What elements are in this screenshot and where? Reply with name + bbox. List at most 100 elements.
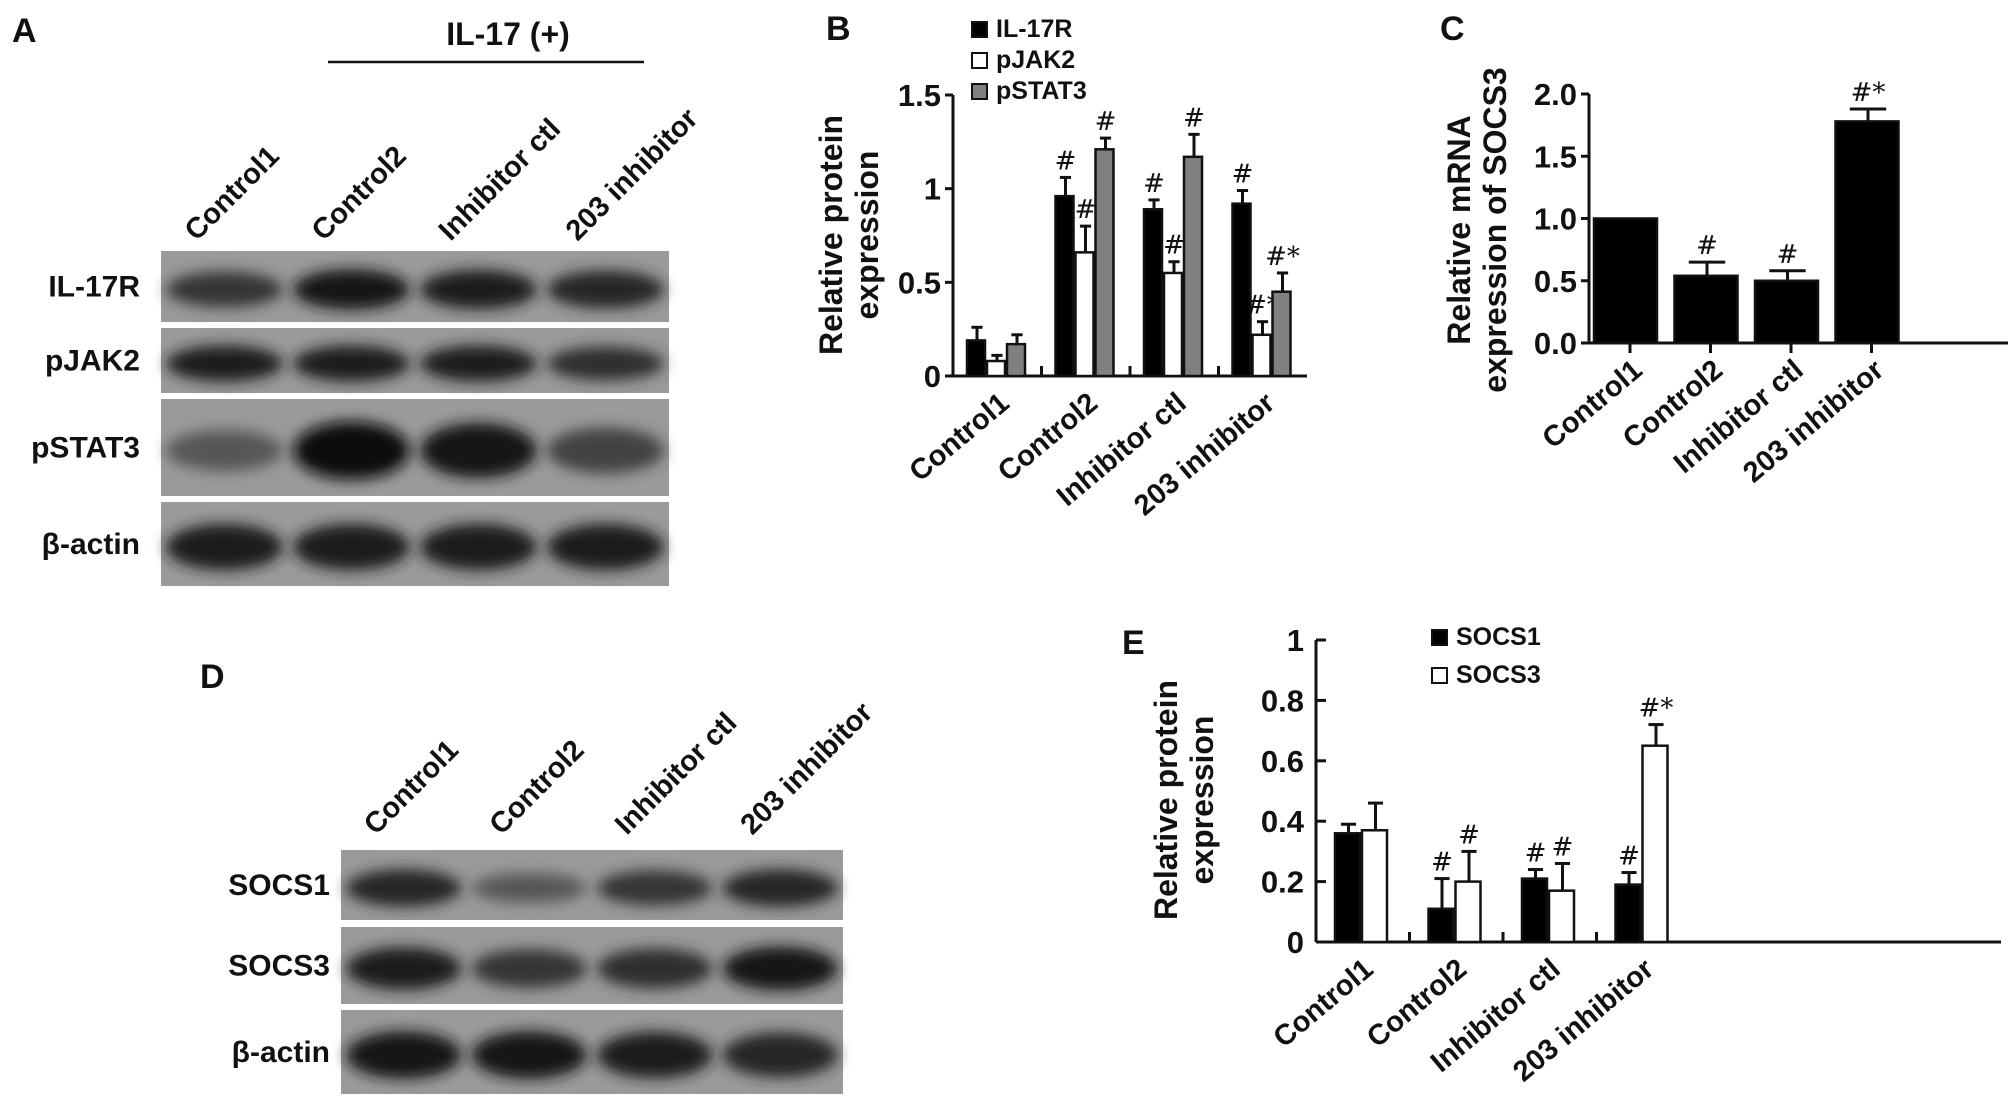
y-axis-title: Relative protein (1148, 680, 1184, 920)
significance-mark: #* (1851, 78, 1886, 108)
row-label: SOCS3 (228, 950, 330, 983)
significance-mark: # (1552, 832, 1574, 862)
bar (1360, 829, 1389, 944)
lane-label: Control1 (358, 734, 465, 841)
chart-e: 0 0.2 0.4 0.6 0.8 1 Relative protein expression… (1148, 623, 2001, 1088)
significance-mark: # (1095, 107, 1117, 137)
bar (1547, 889, 1576, 944)
legend-label: SOCS3 (1456, 661, 1541, 689)
legend-swatch (1431, 629, 1448, 646)
legend-label: pSTAT3 (996, 77, 1087, 105)
protein-band (293, 269, 410, 310)
bar (1251, 333, 1272, 378)
significance-mark: # (1143, 169, 1165, 199)
bar (965, 339, 987, 378)
protein-band (597, 1031, 713, 1079)
row-label: SOCS1 (228, 869, 330, 902)
protein-band (597, 870, 713, 906)
bar (1074, 251, 1095, 378)
significance-mark: #* (1639, 694, 1674, 724)
significance-mark: # (1458, 820, 1480, 850)
lane-label: Control2 (306, 140, 413, 247)
protein-band (166, 345, 283, 382)
protein-band (166, 271, 283, 308)
row-label: IL-17R (48, 271, 140, 304)
bar (1592, 217, 1659, 345)
legend-label: SOCS1 (1456, 623, 1541, 651)
bar (1641, 744, 1669, 944)
chart-c: 0.0 0.5 1.0 1.5 2.0 Relative mRNA expression o… (1441, 67, 2008, 489)
panel-label-e: E (1122, 624, 1145, 662)
bar (1231, 202, 1252, 378)
row-label: β-actin (42, 528, 140, 561)
bar (1142, 208, 1164, 378)
panel-label-d: D (200, 658, 225, 696)
protein-band (471, 873, 587, 903)
significance-mark: # (1163, 231, 1185, 261)
legend-swatch (971, 21, 988, 38)
bar (1520, 877, 1549, 944)
y-axis-title: expression (1184, 716, 1220, 885)
panel-label-a: A (12, 12, 37, 50)
y-axis-title: expression of SOCS3 (1477, 67, 1513, 392)
protein-band (346, 1031, 462, 1079)
lane-label: Inhibitor ctl (433, 113, 567, 247)
protein-band (722, 1032, 838, 1078)
y-tick-label: 1.5 (1534, 139, 1577, 174)
y-tick-label: 0.5 (1534, 264, 1577, 299)
bar (1614, 883, 1642, 944)
row-label: β-actin (232, 1036, 330, 1069)
lane-label: 203 inhibitor (560, 102, 705, 247)
bar (1454, 880, 1482, 944)
significance-mark: # (1777, 240, 1799, 270)
protein-band (547, 346, 664, 381)
y-tick-label: 1 (1287, 623, 1304, 658)
legend-swatch (971, 52, 988, 69)
bar (1005, 342, 1027, 378)
significance-mark: # (1696, 231, 1718, 261)
protein-band (420, 523, 537, 571)
protein-band (471, 1031, 587, 1079)
y-tick-label: 0.2 (1261, 865, 1304, 900)
bar (1333, 832, 1362, 944)
protein-band (547, 523, 664, 571)
legend-label: pJAK2 (996, 46, 1075, 74)
y-tick-label: 1 (924, 172, 941, 207)
significance-mark: # (1525, 839, 1547, 869)
bar (1162, 271, 1184, 378)
significance-mark: # (1183, 103, 1205, 133)
panel-label-c: C (1440, 10, 1465, 48)
y-tick-label: 0.0 (1534, 326, 1577, 361)
significance-mark: # (1431, 848, 1453, 878)
y-tick-label: 1.5 (898, 78, 941, 113)
protein-band (722, 869, 838, 907)
legend-swatch (971, 83, 988, 100)
bar (1182, 155, 1204, 378)
y-tick-label: 0.6 (1261, 744, 1304, 779)
significance-mark: # (1232, 160, 1254, 190)
protein-band (420, 345, 537, 382)
bar (1673, 274, 1739, 345)
lane-label: Control2 (484, 734, 591, 841)
lane-label: Control1 (179, 140, 286, 247)
legend-label: IL-17R (996, 15, 1072, 43)
y-tick-label: 2.0 (1534, 77, 1577, 112)
y-tick-label: 0 (1287, 925, 1304, 960)
x-tick-label: Control1 (1268, 953, 1380, 1054)
bar (1753, 279, 1820, 345)
row-label: pJAK2 (45, 345, 140, 378)
bar (1427, 907, 1455, 944)
protein-band (471, 949, 587, 988)
x-tick-label: 203 inhibitor (1737, 354, 1890, 489)
significance-mark: # (1618, 842, 1640, 872)
bar (1271, 290, 1292, 378)
protein-band (293, 523, 410, 571)
y-tick-label: 1.0 (1534, 202, 1577, 237)
y-axis-title: Relative protein (813, 115, 849, 355)
protein-band (166, 523, 283, 571)
bar (985, 359, 1007, 378)
